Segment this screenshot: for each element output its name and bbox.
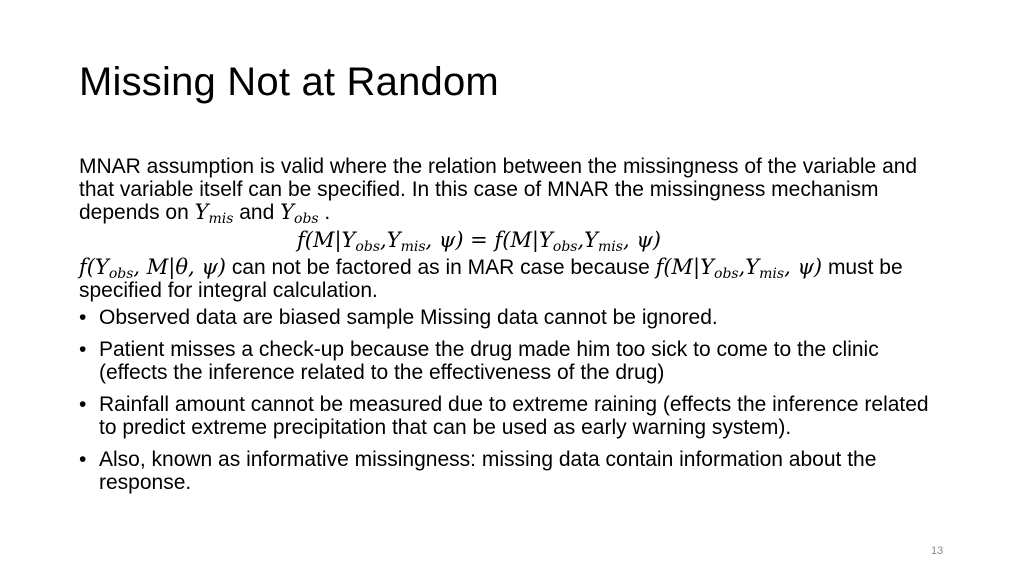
list-item: • Patient misses a check-up because the d… [79, 338, 879, 384]
slide-body: MNAR assumption is valid where the relat… [79, 155, 939, 503]
bullet-list: • Observed data are biased sample Missing… [79, 306, 939, 494]
bullet-icon: • [79, 338, 87, 361]
y-mis-symbol: Ymis [194, 200, 234, 227]
list-item: • Rainfall amount cannot be measured due … [79, 393, 929, 439]
intro-text: MNAR assumption is valid where the relat… [79, 155, 918, 224]
intro-end: . [318, 201, 331, 224]
joint-density-expr: f(Yobs, M|θ, ψ) [79, 255, 227, 282]
list-item: • Also, known as informative missingness:… [79, 448, 877, 494]
intro-paragraph: MNAR assumption is valid where the relat… [79, 155, 939, 227]
mnar-equation: f(M|Yobs,Ymis, ψ) = f(M|Yobs,Ymis, ψ) [297, 228, 661, 255]
factor-text: can not be factored as in MAR case becau… [226, 256, 656, 279]
page-number: 13 [931, 545, 944, 557]
list-item: • Observed data are biased sample Missing… [79, 306, 718, 329]
y-obs-symbol: Yobs [280, 200, 319, 227]
slide-title: Missing Not at Random [79, 60, 499, 104]
missing-density-expr: f(M|Yobs,Ymis, ψ) [655, 255, 823, 282]
factor-paragraph: f(Yobs, M|θ, ψ) can not be factored as i… [79, 255, 939, 303]
bullet-icon: • [79, 306, 87, 329]
intro-and: and [233, 201, 281, 224]
bullet-icon: • [79, 448, 87, 471]
factor-text-end: must be specified for integral calculati… [79, 256, 903, 302]
bullet-icon: • [79, 393, 87, 416]
